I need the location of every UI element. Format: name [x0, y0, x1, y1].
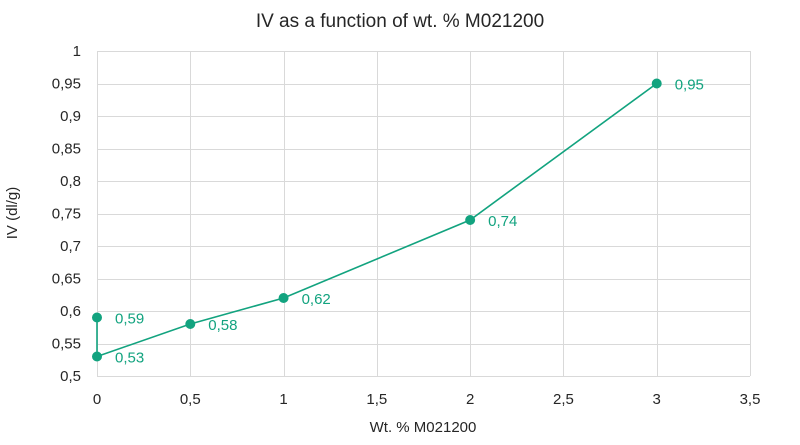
y-tick-label: 0,95 — [52, 76, 81, 93]
y-tick-label: 1 — [73, 43, 81, 60]
data-point — [185, 319, 196, 329]
data-label: 0,59 — [115, 311, 144, 328]
y-tick-label: 0,6 — [60, 303, 81, 320]
series-line — [96, 82, 658, 358]
data-label: 0,58 — [208, 317, 237, 334]
y-tick-label: 0,55 — [52, 336, 81, 353]
x-tick-label: 0,5 — [180, 391, 201, 408]
x-axis-label: Wt. % M021200 — [370, 419, 477, 436]
data-point — [278, 293, 289, 303]
data-point — [92, 351, 102, 362]
y-tick-label: 0,9 — [60, 108, 81, 125]
x-tick-label: 2 — [466, 391, 474, 408]
y-tick-label: 0,7 — [60, 238, 81, 255]
data-label: 0,74 — [488, 213, 517, 230]
y-tick-label: 0,8 — [60, 173, 81, 190]
y-tick-label: 0,75 — [52, 206, 81, 223]
y-axis-ticks: 0,5 0,55 0,6 0,65 0,7 0,75 0,8 0,85 0,9 0,95 1 — [52, 43, 81, 385]
data-label: 0,62 — [302, 291, 331, 308]
data-point — [651, 78, 662, 89]
y-tick-label: 0,85 — [52, 141, 81, 158]
x-tick-label: 1 — [279, 391, 287, 408]
series-iv: 0,59 0,53 0,58 0,62 0,74 0,95 — [92, 77, 704, 367]
x-tick-label: 1,5 — [366, 391, 387, 408]
x-tick-label: 2,5 — [553, 391, 574, 408]
data-label: 0,95 — [675, 77, 704, 94]
data-point — [465, 215, 476, 225]
chart-title: IV as a function of wt. % M021200 — [256, 11, 544, 32]
gridlines — [97, 51, 751, 377]
y-tick-label: 0,65 — [52, 271, 81, 288]
y-axis-label: IV (dl/g) — [4, 187, 21, 240]
x-tick-label: 3 — [653, 391, 661, 408]
x-tick-label: 3,5 — [740, 391, 761, 408]
y-tick-label: 0,5 — [60, 368, 81, 385]
x-tick-label: 0 — [93, 391, 101, 408]
x-axis-ticks: 0 0,5 1 1,5 2 2,5 3 3,5 — [93, 391, 761, 408]
data-point — [92, 312, 102, 323]
data-label: 0,53 — [115, 350, 144, 367]
